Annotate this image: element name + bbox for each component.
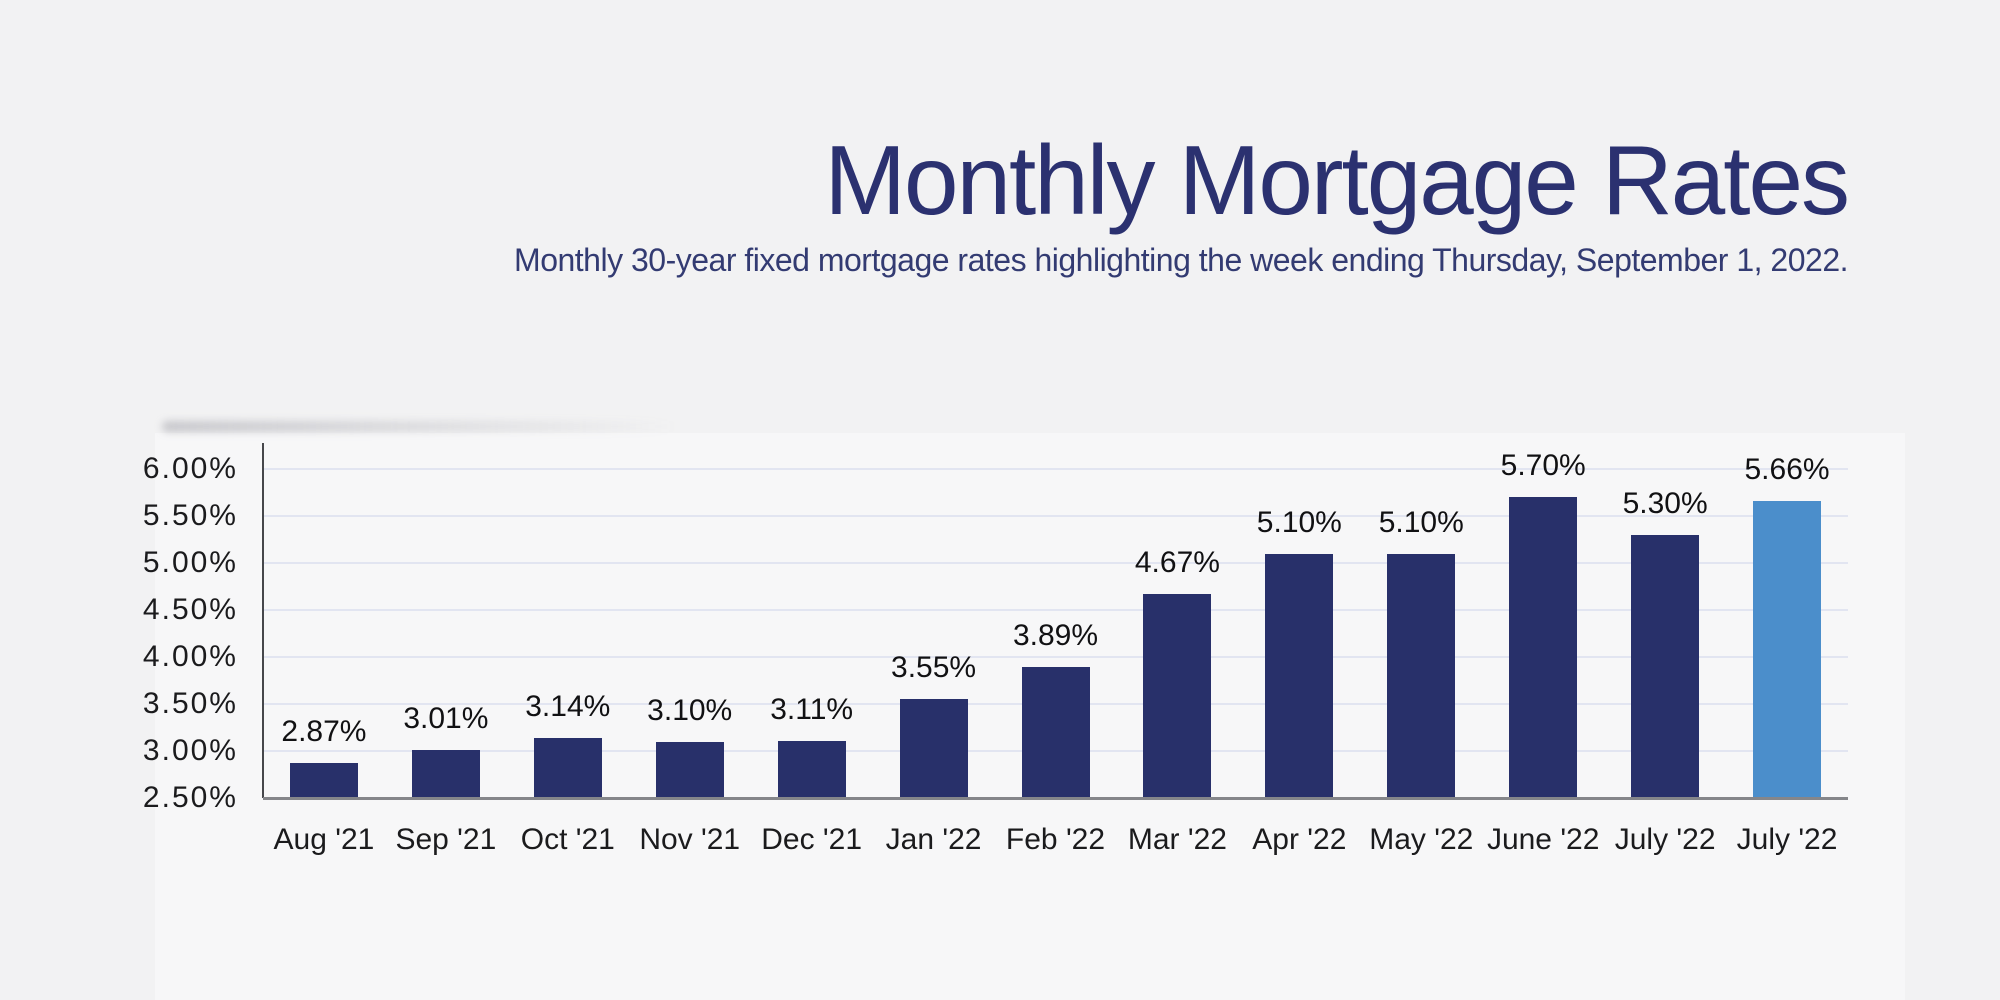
gridline <box>263 468 1848 470</box>
panel-top-shadow <box>162 421 677 432</box>
bar-value-label: 5.30% <box>1622 486 1708 520</box>
bar-value-label: 3.11% <box>770 692 854 726</box>
bar-value-label: 2.87% <box>281 715 367 749</box>
x-axis-label: June '22 <box>1486 823 1600 856</box>
chart-subtitle: Monthly 30-year fixed mortgage rates hig… <box>514 241 1848 278</box>
y-tick-label: 4.00% <box>142 640 238 673</box>
bar <box>1021 667 1090 798</box>
chart-title: Monthly Mortgage Rates <box>824 125 1850 235</box>
gridline <box>263 609 1848 611</box>
gridline <box>263 656 1848 658</box>
x-axis-label: Jan '22 <box>885 823 982 856</box>
bar-value-label: 3.89% <box>1012 619 1099 653</box>
x-axis-label: Aug '21 <box>273 823 375 856</box>
bar-value-label: 3.55% <box>891 651 977 685</box>
y-tick-label: 3.50% <box>142 687 238 720</box>
bar <box>1631 534 1700 798</box>
x-axis-label: Feb '22 <box>1005 823 1106 856</box>
bar-value-label: 5.10% <box>1378 505 1464 539</box>
bar <box>777 740 846 798</box>
x-axis-label: Mar '22 <box>1127 823 1227 856</box>
bar-value-label: 3.10% <box>647 693 733 727</box>
gridline <box>263 515 1848 517</box>
bar <box>411 750 480 798</box>
x-axis-label: Oct '21 <box>520 823 615 856</box>
bar-highlighted <box>1753 500 1822 798</box>
bar-value-label: 4.67% <box>1134 546 1220 580</box>
bar <box>289 763 358 798</box>
x-axis-label: Sep '21 <box>395 823 497 856</box>
x-axis-label: July '22 <box>1736 823 1838 856</box>
y-tick-label: 4.50% <box>142 593 238 626</box>
bar-value-label: 5.10% <box>1256 505 1342 539</box>
x-axis-label: Apr '22 <box>1252 823 1347 856</box>
gridline <box>263 562 1848 564</box>
y-axis-line <box>262 443 264 798</box>
x-axis-label: May '22 <box>1369 823 1474 856</box>
bar <box>1509 497 1578 798</box>
y-tick-label: 3.00% <box>142 734 238 767</box>
bar <box>655 741 724 798</box>
x-axis-label: Nov '21 <box>639 823 741 856</box>
bar-value-label: 3.01% <box>403 702 489 736</box>
x-axis-line <box>263 797 1848 800</box>
chart-header: Monthly Mortgage Rates Monthly 30-year f… <box>514 125 1850 279</box>
y-tick-label: 6.00% <box>142 452 238 485</box>
y-tick-label: 2.50% <box>142 781 238 814</box>
bar <box>1265 553 1334 798</box>
bar <box>533 737 602 798</box>
bar-value-label: 3.14% <box>525 689 611 723</box>
x-axis-label: July '22 <box>1614 823 1716 856</box>
bar <box>1387 553 1456 798</box>
x-axis-label: Dec '21 <box>761 823 863 856</box>
bar <box>899 699 968 798</box>
bar-value-label: 5.70% <box>1500 449 1586 483</box>
y-tick-label: 5.00% <box>142 546 238 579</box>
bar <box>1143 594 1212 798</box>
y-tick-label: 5.50% <box>142 499 238 532</box>
bar-value-label: 5.66% <box>1744 452 1830 486</box>
